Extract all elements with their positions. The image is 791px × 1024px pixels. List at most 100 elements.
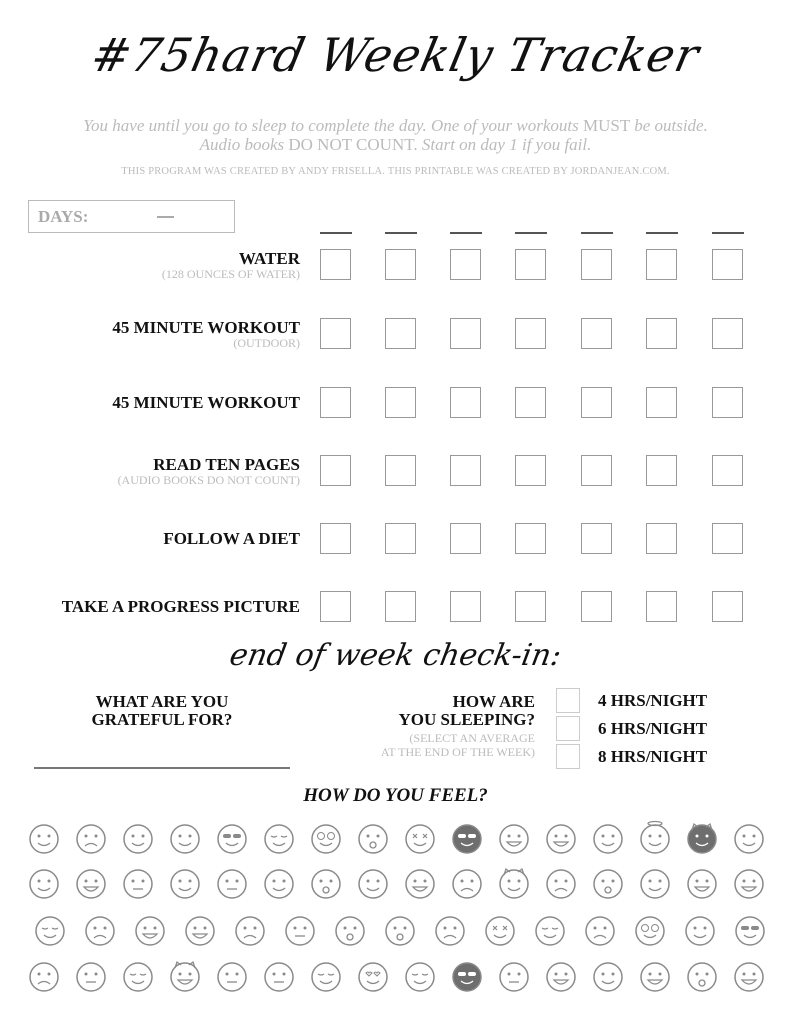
task-checkbox[interactable] [385,387,416,418]
days-field[interactable]: DAYS: [28,200,235,233]
emoji-zzz-icon[interactable] [309,958,343,994]
emoji-monocle-icon[interactable] [685,958,719,994]
task-checkbox[interactable] [581,318,612,349]
emoji-drool-icon[interactable] [591,820,625,856]
day-5-date-line[interactable] [581,232,613,234]
task-checkbox[interactable] [450,249,481,280]
task-checkbox[interactable] [385,523,416,554]
emoji-teeth-icon[interactable] [732,958,766,994]
task-checkbox[interactable] [320,318,351,349]
emoji-hypnotized-icon[interactable] [633,912,667,948]
day-3-date-line[interactable] [450,232,482,234]
task-checkbox[interactable] [515,591,546,622]
emoji-imp-icon[interactable] [168,958,202,994]
emoji-vampire-icon[interactable] [685,865,719,901]
task-checkbox[interactable] [450,455,481,486]
emoji-laugh-icon[interactable] [74,865,108,901]
emoji-devil-dark-icon[interactable] [685,820,719,856]
emoji-tongue-out-icon[interactable] [591,958,625,994]
emoji-big-grin-icon[interactable] [638,958,672,994]
task-checkbox[interactable] [712,387,743,418]
emoji-grimace-icon[interactable] [544,820,578,856]
task-checkbox[interactable] [515,387,546,418]
sleep-checkbox[interactable] [556,744,580,769]
emoji-wink-icon[interactable] [262,820,296,856]
task-checkbox[interactable] [515,318,546,349]
emoji-confused-icon[interactable] [544,865,578,901]
task-checkbox[interactable] [450,318,481,349]
emoji-shush-icon[interactable] [333,912,367,948]
emoji-smile-icon[interactable] [27,820,61,856]
task-checkbox[interactable] [320,387,351,418]
grateful-answer-line[interactable] [34,767,290,769]
emoji-tongue-icon[interactable] [638,865,672,901]
task-checkbox[interactable] [712,523,743,554]
emoji-ninja-dark-icon[interactable] [450,820,484,856]
task-checkbox[interactable] [712,318,743,349]
emoji-bandage-head-icon[interactable] [121,820,155,856]
emoji-upside-down-icon[interactable] [27,865,61,901]
task-checkbox[interactable] [712,591,743,622]
task-checkbox[interactable] [450,591,481,622]
emoji-pain-icon[interactable] [583,912,617,948]
emoji-squint-icon[interactable] [533,912,567,948]
task-checkbox[interactable] [450,387,481,418]
emoji-buck-teeth-icon[interactable] [732,865,766,901]
task-checkbox[interactable] [385,318,416,349]
task-checkbox[interactable] [581,523,612,554]
emoji-pout-icon[interactable] [433,912,467,948]
emoji-angry-icon[interactable] [497,820,531,856]
sleep-checkbox[interactable] [556,716,580,741]
emoji-disappointed-icon[interactable] [27,958,61,994]
emoji-cry-icon[interactable] [83,912,117,948]
day-4-date-line[interactable] [515,232,547,234]
emoji-slight-smile-icon[interactable] [168,820,202,856]
emoji-angel-icon[interactable] [638,820,672,856]
emoji-cool-icon[interactable] [733,912,767,948]
emoji-pirate-icon[interactable] [168,865,202,901]
task-checkbox[interactable] [385,249,416,280]
task-checkbox[interactable] [646,455,677,486]
emoji-shifty-icon[interactable] [262,958,296,994]
task-checkbox[interactable] [581,249,612,280]
task-checkbox[interactable] [450,523,481,554]
emoji-scream-icon[interactable] [591,865,625,901]
emoji-stitched-mouth-icon[interactable] [74,958,108,994]
day-1-date-line[interactable] [320,232,352,234]
emoji-frown-icon[interactable] [233,912,267,948]
emoji-grin-icon[interactable] [403,865,437,901]
emoji-beam-icon[interactable] [544,958,578,994]
day-6-date-line[interactable] [646,232,678,234]
emoji-unamused-icon[interactable] [283,912,317,948]
task-checkbox[interactable] [646,387,677,418]
emoji-sunglasses-icon[interactable] [215,820,249,856]
emoji-heart-eyes-icon[interactable] [356,958,390,994]
task-checkbox[interactable] [515,455,546,486]
emoji-sleepy-icon[interactable] [33,912,67,948]
task-checkbox[interactable] [712,249,743,280]
task-checkbox[interactable] [515,249,546,280]
emoji-neutral-smile-icon[interactable] [121,865,155,901]
emoji-devil-icon[interactable] [497,865,531,901]
task-checkbox[interactable] [320,249,351,280]
emoji-smirk-icon[interactable] [732,820,766,856]
emoji-surprised-icon[interactable] [309,865,343,901]
emoji-nerd-icon[interactable] [309,820,343,856]
emoji-relieved-icon[interactable] [121,958,155,994]
emoji-smirk-wink-icon[interactable] [403,958,437,994]
task-checkbox[interactable] [646,523,677,554]
emoji-hmm-icon[interactable] [215,958,249,994]
task-checkbox[interactable] [646,591,677,622]
emoji-sweat-icon[interactable] [683,912,717,948]
emoji-tears-of-joy-icon[interactable] [133,912,167,948]
task-checkbox[interactable] [581,387,612,418]
task-checkbox[interactable] [385,455,416,486]
emoji-astonished-icon[interactable] [383,912,417,948]
task-checkbox[interactable] [581,591,612,622]
sleep-checkbox[interactable] [556,688,580,713]
task-checkbox[interactable] [712,455,743,486]
emoji-x-eyes-icon[interactable] [483,912,517,948]
day-7-date-line[interactable] [712,232,744,234]
task-checkbox[interactable] [515,523,546,554]
emoji-worried-icon[interactable] [450,865,484,901]
